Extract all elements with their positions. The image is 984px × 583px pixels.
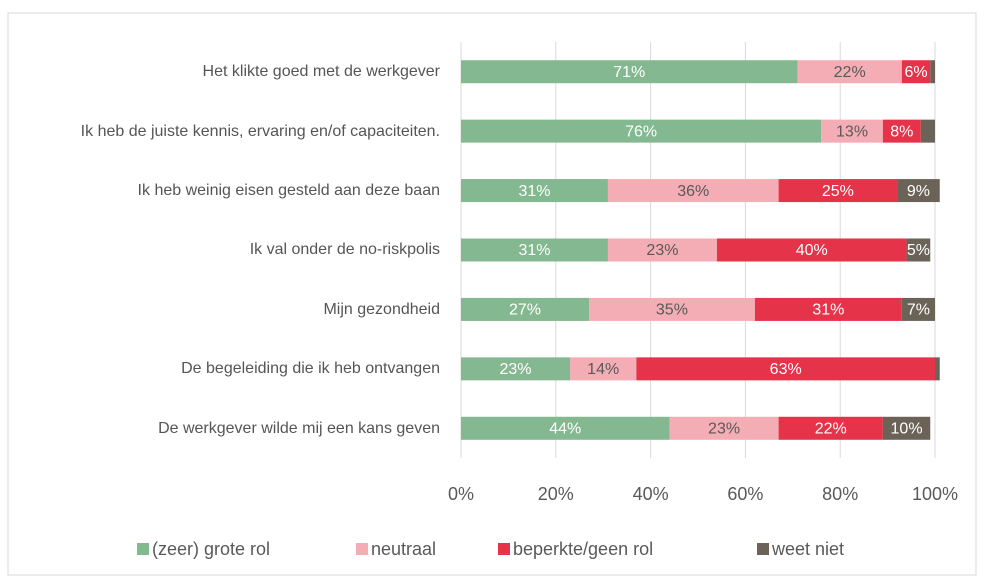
bar-segment	[716, 238, 907, 262]
data-label: 7%	[907, 302, 930, 319]
data-label: 14%	[587, 361, 619, 378]
bar-segment	[778, 179, 898, 203]
data-label: 44%	[549, 421, 581, 438]
bar-segment	[607, 238, 717, 262]
legend-swatch	[757, 543, 769, 555]
bar-segment	[607, 179, 779, 203]
category-label: De werkgever wilde mij een kans geven	[158, 419, 440, 437]
bar-segment	[930, 60, 935, 84]
category-label: De begeleiding die ik heb ontvangen	[181, 360, 440, 378]
legend-label: neutraal	[371, 539, 436, 559]
legend-label: (zeer) grote rol	[152, 539, 270, 559]
data-label: 35%	[656, 302, 688, 319]
category-label-box: De begeleiding die ik heb ontvangen	[181, 360, 440, 378]
bar-segment	[778, 416, 883, 440]
bar-segment	[461, 60, 798, 84]
data-label: 13%	[836, 123, 868, 140]
data-label: 23%	[646, 242, 678, 259]
bar-segment	[461, 179, 608, 203]
category-label-box: De werkgever wilde mij een kans geven	[158, 419, 440, 437]
bar-segment	[461, 357, 571, 381]
bar-segment	[935, 357, 940, 381]
bar-segment	[920, 119, 935, 143]
data-label: 23%	[499, 361, 531, 378]
data-label: 76%	[625, 123, 657, 140]
data-label: 6%	[904, 64, 927, 81]
data-label: 23%	[708, 421, 740, 438]
bar-segment	[906, 238, 931, 262]
data-label: 31%	[518, 183, 550, 200]
bar-segment	[897, 179, 940, 203]
data-label: 9%	[907, 183, 930, 200]
bar-segment	[797, 60, 902, 84]
data-label: 27%	[509, 302, 541, 319]
data-label: 22%	[815, 421, 847, 438]
bar-segment	[461, 297, 589, 321]
x-tick-label: 20%	[538, 484, 574, 504]
bar-segment	[669, 416, 779, 440]
category-label: Ik val onder de no-riskpolis	[249, 241, 440, 259]
bar-segment	[461, 238, 608, 262]
data-label: 31%	[812, 302, 844, 319]
bar-segment	[461, 119, 822, 143]
category-label-box: Mijn gezondheid	[323, 300, 440, 318]
legend-swatch	[498, 543, 510, 555]
bar-segment	[461, 416, 670, 440]
bar-segment	[754, 297, 902, 321]
bar-segment	[821, 119, 883, 143]
category-label-box: Ik heb de juiste kennis, ervaring en/of …	[80, 122, 440, 140]
data-label: 8%	[890, 123, 913, 140]
x-tick-label: 100%	[912, 484, 958, 504]
category-label: Mijn gezondheid	[323, 300, 440, 318]
x-tick-label: 40%	[633, 484, 669, 504]
chart-border	[7, 12, 977, 576]
data-label: 40%	[796, 242, 828, 259]
category-label: Ik heb de juiste kennis, ervaring en/of …	[80, 122, 440, 140]
data-label: 36%	[677, 183, 709, 200]
legend-label: weet niet	[771, 539, 844, 559]
bar-segment	[588, 297, 755, 321]
category-label-box: Ik heb weinig eisen gesteld aan deze baa…	[137, 181, 440, 199]
bar-segment	[882, 416, 931, 440]
bar-segment	[570, 357, 637, 381]
legend-label: beperkte/geen rol	[513, 539, 653, 559]
data-label: 22%	[834, 64, 866, 81]
data-label: 71%	[613, 64, 645, 81]
bar-segment	[636, 357, 935, 381]
legend-swatch	[137, 543, 149, 555]
x-tick-label: 80%	[822, 484, 858, 504]
category-label: Ik heb weinig eisen gesteld aan deze baa…	[137, 181, 440, 199]
bar-segment	[901, 60, 931, 84]
x-tick-label: 60%	[727, 484, 763, 504]
category-label-box: Ik val onder de no-riskpolis	[249, 241, 440, 259]
bar-segment	[882, 119, 921, 143]
data-label: 63%	[770, 361, 802, 378]
data-label: 5%	[907, 242, 930, 259]
data-label: 10%	[891, 421, 923, 438]
legend-swatch	[356, 543, 368, 555]
x-tick-label: 0%	[448, 484, 474, 504]
category-label-box: Het klikte goed met de werkgever	[202, 63, 440, 81]
data-label: 31%	[518, 242, 550, 259]
data-label: 25%	[822, 183, 854, 200]
bar-segment	[901, 297, 935, 321]
category-label: Het klikte goed met de werkgever	[202, 63, 440, 81]
